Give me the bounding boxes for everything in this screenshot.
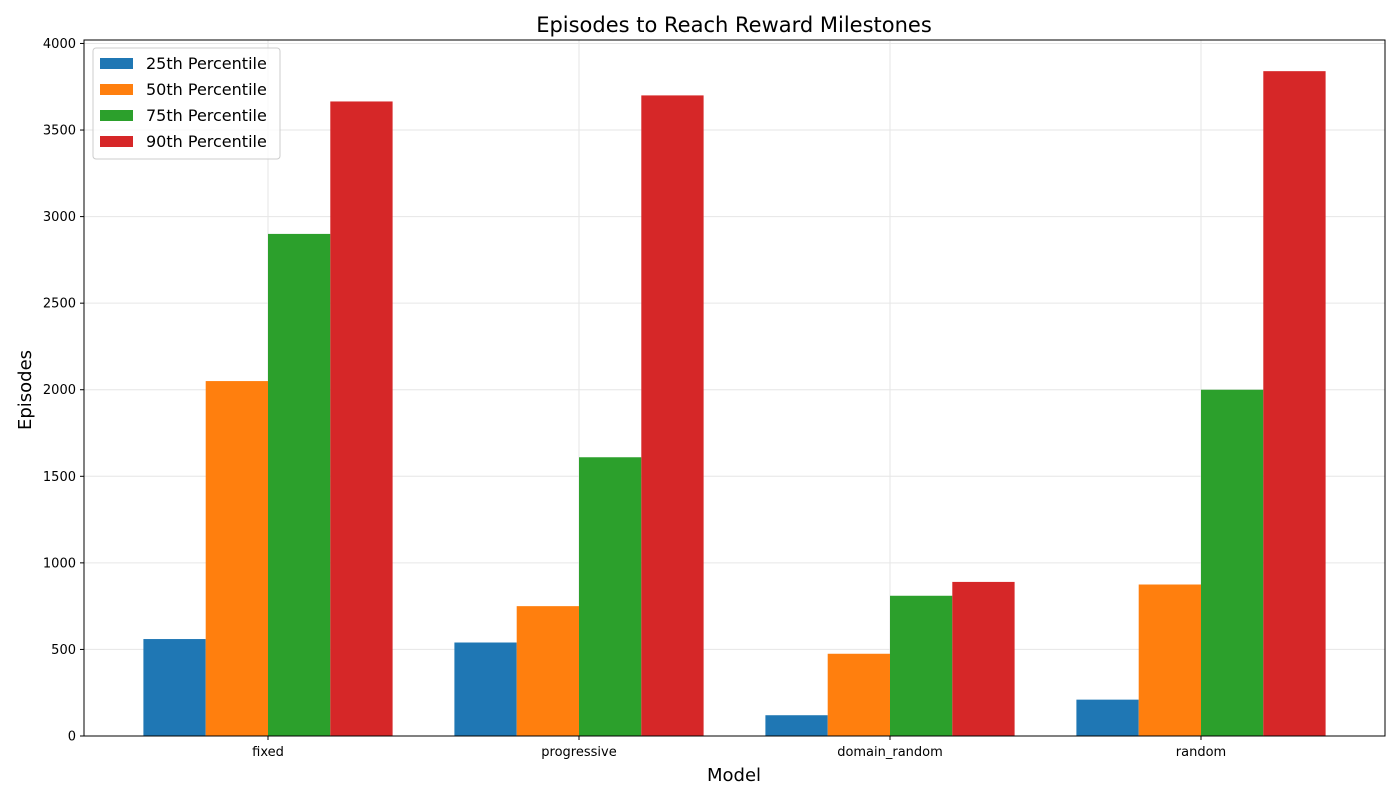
y-tick-label: 4000: [43, 37, 76, 52]
bar-random-4: [1263, 71, 1326, 736]
bar-fixed-1: [143, 639, 206, 736]
y-tick-label: 3500: [43, 124, 76, 139]
bar-progressive-2: [516, 606, 579, 736]
x-tick-label: progressive: [541, 745, 616, 760]
chart-title: Episodes to Reach Reward Milestones: [536, 13, 932, 37]
legend-label: 25th Percentile: [146, 54, 267, 73]
bar-random-2: [1138, 584, 1201, 736]
bar-domain_random-4: [952, 581, 1015, 736]
x-axis-ticks: fixed progressive domain_random random: [252, 736, 1226, 760]
y-axis-label: Episodes: [15, 350, 36, 430]
plot-frame: [83, 39, 1386, 737]
legend-swatch: [100, 136, 133, 147]
y-tick-label: 3000: [43, 210, 76, 225]
legend-swatch: [100, 110, 133, 121]
bars: [143, 71, 1326, 737]
bar-domain_random-1: [765, 715, 828, 736]
y-tick-label: 0: [68, 730, 76, 745]
legend: 25th Percentile 50th Percentile 75th Perce…: [92, 47, 281, 160]
bar-domain_random-3: [890, 595, 953, 736]
bar-domain_random-2: [827, 653, 890, 736]
y-tick-label: 1000: [43, 556, 76, 571]
x-tick-label: domain_random: [837, 745, 943, 760]
x-tick-label: random: [1176, 745, 1226, 760]
x-axis-label: Model: [707, 765, 761, 786]
legend-swatch: [100, 58, 133, 69]
bar-progressive-1: [454, 642, 517, 736]
x-tick-label: fixed: [252, 745, 284, 760]
bar-fixed-3: [268, 233, 331, 736]
bar-fixed-2: [205, 381, 268, 736]
legend-frame: [92, 47, 281, 160]
bar-progressive-3: [579, 457, 642, 736]
y-axis-ticks: 0 500 1000 1500 2000 2500 3000 3500 4000: [43, 37, 84, 745]
y-tick-label: 500: [51, 643, 76, 658]
y-tick-label: 2500: [43, 297, 76, 312]
y-tick-label: 2000: [43, 383, 76, 398]
legend-label: 75th Percentile: [146, 106, 267, 125]
bar-progressive-4: [641, 95, 704, 737]
bar-fixed-4: [330, 101, 393, 736]
legend-label: 50th Percentile: [146, 80, 267, 99]
bar-random-3: [1201, 389, 1264, 736]
legend-label: 90th Percentile: [146, 132, 267, 151]
y-tick-label: 1500: [43, 470, 76, 485]
bar-random-1: [1076, 699, 1139, 736]
legend-swatch: [100, 84, 133, 95]
